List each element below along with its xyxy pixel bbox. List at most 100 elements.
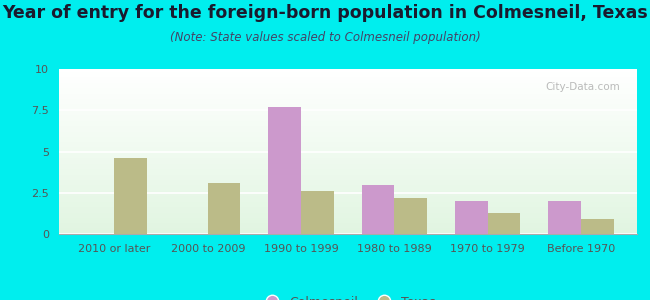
- Bar: [58, 160, 637, 161]
- Bar: [58, 172, 637, 173]
- Bar: [58, 206, 637, 207]
- Bar: [58, 231, 637, 232]
- Bar: [58, 176, 637, 177]
- Bar: [58, 205, 637, 206]
- Bar: [58, 87, 637, 88]
- Bar: [58, 81, 637, 82]
- Bar: [58, 84, 637, 85]
- Bar: [58, 112, 637, 113]
- Bar: [58, 76, 637, 77]
- Bar: [455, 201, 488, 234]
- Bar: [58, 89, 637, 90]
- Bar: [58, 209, 637, 210]
- Bar: [58, 98, 637, 99]
- Bar: [58, 130, 637, 131]
- Bar: [58, 83, 637, 84]
- Bar: [488, 212, 521, 234]
- Bar: [58, 73, 637, 74]
- Bar: [58, 171, 637, 172]
- Bar: [58, 210, 637, 211]
- Bar: [58, 201, 637, 202]
- Bar: [58, 226, 637, 227]
- Bar: [58, 134, 637, 135]
- Bar: [58, 191, 637, 192]
- Bar: [58, 132, 637, 133]
- Bar: [58, 214, 637, 215]
- Bar: [58, 230, 637, 231]
- Bar: [58, 97, 637, 98]
- Bar: [58, 193, 637, 194]
- Bar: [58, 216, 637, 217]
- Bar: [58, 122, 637, 123]
- Bar: [58, 139, 637, 140]
- Bar: [58, 158, 637, 159]
- Bar: [58, 175, 637, 176]
- Bar: [58, 103, 637, 104]
- Bar: [58, 166, 637, 167]
- Bar: [58, 232, 637, 233]
- Bar: [58, 90, 637, 91]
- Bar: [58, 109, 637, 110]
- Bar: [58, 85, 637, 86]
- Bar: [58, 169, 637, 170]
- Bar: [58, 74, 637, 75]
- Bar: [58, 174, 637, 175]
- Bar: [58, 155, 637, 156]
- Bar: [58, 125, 637, 126]
- Bar: [58, 198, 637, 199]
- Bar: [58, 227, 637, 228]
- Bar: [58, 146, 637, 147]
- Bar: [58, 162, 637, 163]
- Bar: [58, 144, 637, 145]
- Bar: [58, 117, 637, 118]
- Bar: [58, 170, 637, 171]
- Bar: [58, 204, 637, 205]
- Bar: [58, 225, 637, 226]
- Bar: [58, 101, 637, 102]
- Bar: [58, 150, 637, 151]
- Bar: [58, 228, 637, 229]
- Bar: [58, 75, 637, 76]
- Bar: [58, 94, 637, 95]
- Bar: [58, 108, 637, 109]
- Bar: [58, 217, 637, 218]
- Bar: [58, 195, 637, 196]
- Bar: [58, 100, 637, 101]
- Bar: [58, 135, 637, 136]
- Bar: [58, 192, 637, 193]
- Bar: [58, 124, 637, 125]
- Bar: [58, 211, 637, 212]
- Text: City-Data.com: City-Data.com: [545, 82, 619, 92]
- Bar: [58, 189, 637, 190]
- Bar: [58, 212, 637, 213]
- Bar: [58, 102, 637, 103]
- Text: Year of entry for the foreign-born population in Colmesneil, Texas: Year of entry for the foreign-born popul…: [2, 4, 648, 22]
- Bar: [58, 179, 637, 180]
- Bar: [58, 167, 637, 168]
- Bar: [58, 173, 637, 174]
- Bar: [58, 80, 637, 81]
- Bar: [58, 149, 637, 150]
- Bar: [58, 118, 637, 119]
- Bar: [58, 177, 637, 178]
- Bar: [58, 120, 637, 121]
- Bar: [58, 85, 637, 86]
- Bar: [58, 197, 637, 198]
- Bar: [58, 92, 637, 93]
- Bar: [58, 133, 637, 134]
- Bar: [58, 196, 637, 197]
- Bar: [58, 143, 637, 144]
- Bar: [58, 184, 637, 185]
- Bar: [58, 72, 637, 73]
- Bar: [58, 107, 637, 108]
- Legend: Colmesneil, Texas: Colmesneil, Texas: [255, 290, 441, 300]
- Bar: [58, 183, 637, 184]
- Bar: [58, 187, 637, 188]
- Bar: [58, 202, 637, 203]
- Bar: [58, 105, 637, 106]
- Bar: [58, 79, 637, 80]
- Bar: [58, 71, 637, 72]
- Bar: [58, 118, 637, 119]
- Bar: [58, 69, 637, 70]
- Bar: [58, 111, 637, 112]
